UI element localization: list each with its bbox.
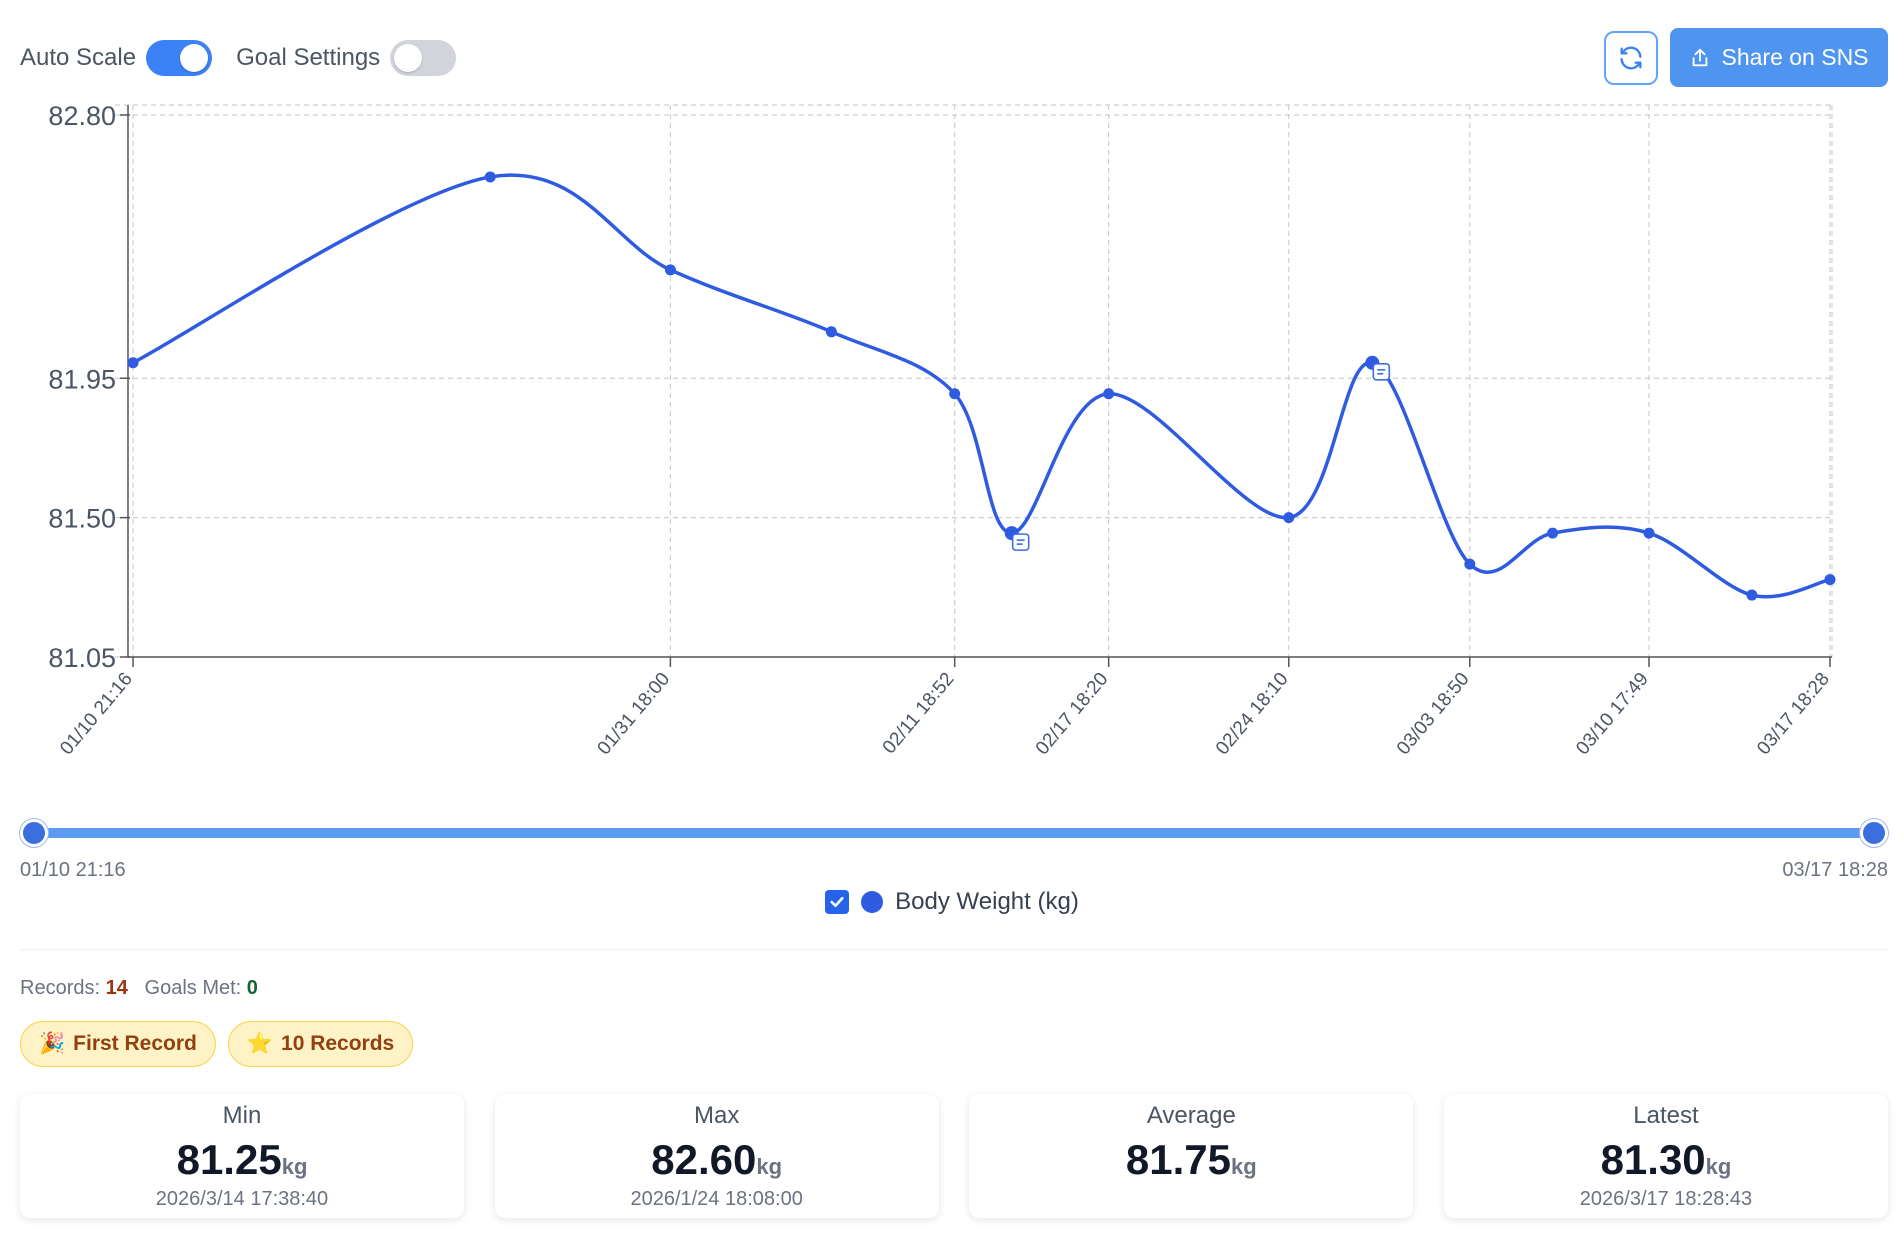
x-tick-label: 02/17 18:20: [1032, 669, 1113, 759]
badge-label: First Record: [73, 1032, 197, 1055]
check-icon: [830, 896, 844, 908]
star-icon: ⭐: [246, 1032, 274, 1055]
stat-number: 81.25: [176, 1136, 282, 1183]
y-tick-label: 81.50: [48, 504, 116, 534]
data-point[interactable]: [825, 326, 837, 338]
badge-ten-records: ⭐ 10 Records: [227, 1021, 414, 1067]
stat-value: 81.25kg: [20, 1136, 464, 1184]
chart-grid: [115, 104, 1834, 658]
stat-timestamp: 2026/3/17 18:28:43: [1579, 1188, 1753, 1210]
stat-unit: kg: [1231, 1154, 1257, 1179]
share-button-label: Share on SNS: [1721, 44, 1869, 70]
memo-icon[interactable]: [1011, 533, 1030, 551]
records-label: Records:: [20, 977, 101, 999]
share-button[interactable]: Share on SNS: [1670, 28, 1888, 87]
stat-unit: kg: [1705, 1154, 1732, 1179]
date-range-slider[interactable]: [20, 815, 1888, 851]
range-end-handle[interactable]: [1860, 819, 1888, 847]
stat-label: Max: [693, 1102, 740, 1129]
refresh-icon: [1620, 46, 1642, 70]
legend-label: Body Weight (kg): [895, 888, 1079, 915]
stat-label: Average: [1146, 1102, 1236, 1129]
data-point[interactable]: [949, 388, 961, 400]
stat-unit: kg: [281, 1154, 308, 1179]
y-tick-label: 81.95: [48, 364, 116, 394]
data-point[interactable]: [1746, 589, 1758, 601]
x-tick-label: 01/10 21:16: [56, 669, 137, 759]
chart-points: [127, 171, 1836, 601]
auto-scale-label: Auto Scale: [20, 44, 137, 71]
stat-card-max: Max 82.60kg 2026/1/24 18:08:00: [494, 1094, 939, 1218]
toggle-knob: [180, 44, 209, 72]
stat-timestamp: 2026/1/24 18:08:00: [630, 1188, 803, 1210]
divider: [20, 949, 1888, 950]
stat-card-latest: Latest 81.30kg 2026/3/17 18:28:43: [1443, 1094, 1888, 1218]
x-tick-label: 01/31 18:00: [594, 669, 675, 759]
stat-number: 82.60: [651, 1136, 757, 1183]
toggle-knob: [394, 44, 423, 72]
chart-legend: Body Weight (kg): [0, 888, 1904, 916]
data-point[interactable]: [1464, 558, 1476, 570]
stat-number: 81.75: [1125, 1136, 1232, 1183]
stat-value: 81.30kg: [1444, 1136, 1888, 1184]
toolbar: Auto Scale Goal Settings: [20, 37, 480, 79]
x-tick-label: 02/11 18:52: [879, 669, 959, 758]
y-tick-label: 82.80: [48, 101, 116, 131]
stats-summary: Records: 14 Goals Met: 0: [20, 977, 258, 1000]
data-point[interactable]: [1103, 388, 1115, 400]
data-point[interactable]: [1283, 512, 1295, 524]
range-start-handle[interactable]: [20, 819, 48, 847]
goals-value: 0: [246, 977, 258, 999]
data-point[interactable]: [484, 171, 496, 183]
stat-card-min: Min 81.25kg 2026/3/14 17:38:40: [20, 1094, 464, 1218]
range-end-label: 03/17 18:28: [1782, 859, 1888, 881]
goals-label: Goals Met:: [144, 977, 242, 999]
x-tick-label: 03/17 18:28: [1753, 669, 1834, 759]
memo-icon[interactable]: [1372, 362, 1391, 381]
share-icon: [1693, 48, 1708, 66]
range-start-label: 01/10 21:16: [20, 859, 126, 881]
stat-value: 82.60kg: [495, 1136, 939, 1184]
party-icon: 🎉: [39, 1032, 66, 1055]
badge-first-record: 🎉 First Record: [20, 1021, 216, 1067]
refresh-button[interactable]: [1604, 31, 1658, 85]
goal-settings-toggle[interactable]: [390, 40, 457, 76]
data-point[interactable]: [1547, 527, 1559, 539]
stat-label: Latest: [1633, 1102, 1699, 1129]
data-point[interactable]: [1824, 574, 1836, 586]
stat-number: 81.30: [1600, 1136, 1706, 1183]
x-tick-label: 03/10 17:49: [1572, 669, 1653, 759]
x-tick-label: 02/24 18:10: [1212, 669, 1293, 759]
data-point[interactable]: [664, 264, 676, 276]
chart-series: [132, 173, 1831, 599]
goal-settings-label: Goal Settings: [236, 44, 381, 71]
stat-card-average: Average 81.75kg: [969, 1094, 1414, 1218]
achievement-badges: 🎉 First Record ⭐ 10 Records: [20, 1021, 425, 1067]
records-value: 14: [105, 977, 128, 999]
stat-cards: Min 81.25kg 2026/3/14 17:38:40 Max 82.60…: [20, 1094, 1888, 1218]
data-point[interactable]: [1643, 527, 1655, 539]
badge-label: 10 Records: [281, 1032, 395, 1055]
stat-value: 81.75kg: [969, 1136, 1413, 1184]
stat-unit: kg: [756, 1154, 783, 1179]
series-line-body-weight: [132, 173, 1831, 599]
legend-checkbox[interactable]: [825, 890, 850, 914]
y-tick-label: 81.05: [48, 643, 116, 673]
range-track: [34, 828, 1874, 838]
legend-series-dot: [861, 891, 884, 913]
stat-label: Min: [222, 1102, 262, 1129]
data-point[interactable]: [127, 357, 139, 369]
auto-scale-toggle[interactable]: [146, 40, 213, 76]
x-tick-label: 03/03 18:50: [1393, 669, 1474, 759]
stat-timestamp: 2026/3/14 17:38:40: [155, 1188, 329, 1210]
